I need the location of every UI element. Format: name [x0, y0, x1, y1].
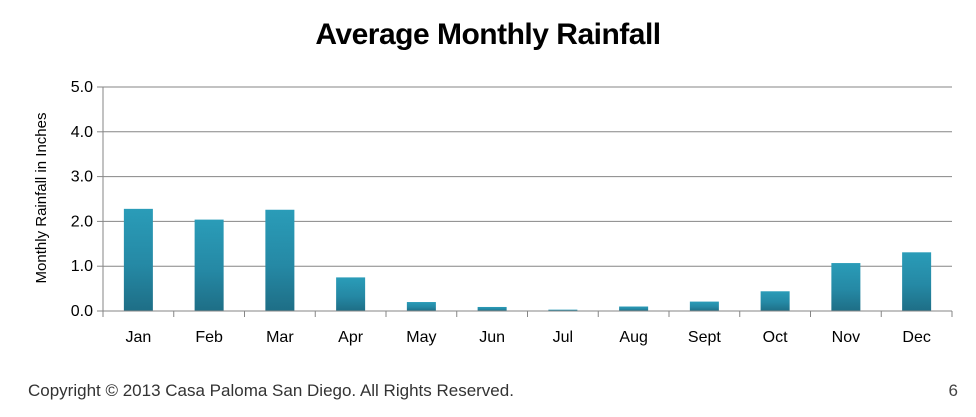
y-tick-label: 2.0: [71, 213, 93, 230]
bar-nov: [831, 263, 861, 311]
bar-apr: [336, 277, 366, 311]
y-tick-label: 4.0: [71, 124, 93, 141]
y-tick-label: 0.0: [71, 303, 93, 320]
bar-mar: [265, 209, 295, 311]
bar-sept: [689, 301, 719, 311]
bar-may: [406, 302, 436, 311]
bar-jul: [548, 309, 578, 311]
axes: [97, 86, 953, 317]
x-tick-label: Jan: [125, 329, 151, 346]
y-tick-label: 5.0: [71, 79, 93, 96]
footer-copyright: Copyright © 2013 Casa Paloma San Diego. …: [28, 381, 514, 400]
x-tick-label: Aug: [619, 329, 647, 346]
bars: [123, 208, 932, 311]
page-number: 6: [948, 381, 958, 400]
y-axis-label: Monthly Rainfall in Inches: [33, 113, 50, 284]
chart-title: Average Monthly Rainfall: [315, 18, 661, 51]
x-tick-label: Dec: [902, 329, 930, 346]
x-tick-label: Nov: [832, 329, 860, 346]
y-tick-label: 3.0: [71, 169, 93, 186]
x-tick-label: Mar: [266, 329, 294, 346]
gridlines: [103, 86, 952, 267]
x-tick-label: Apr: [338, 329, 364, 346]
bar-jan: [123, 208, 153, 311]
bar-jun: [477, 306, 507, 311]
bar-feb: [194, 219, 224, 311]
bar-oct: [760, 291, 790, 311]
rainfall-bar-chart: 0.0 1.0 2.0 3.0 4.0 5.0 Jan Feb Mar Apr May Jun Jul…: [33, 79, 953, 346]
x-tick-label: May: [406, 329, 436, 346]
bar-aug: [619, 306, 649, 311]
x-tick-label: Sept: [688, 329, 721, 346]
x-tick-labels: Jan Feb Mar Apr May Jun Jul Aug Sept Oct Nov Dec: [125, 329, 930, 346]
y-tick-labels: 0.0 1.0 2.0 3.0 4.0 5.0: [71, 79, 93, 320]
y-tick-label: 1.0: [71, 258, 93, 275]
x-tick-label: Oct: [763, 329, 788, 346]
x-tick-label: Jul: [553, 329, 573, 346]
x-tick-label: Jun: [479, 329, 505, 346]
x-tick-label: Feb: [195, 329, 223, 346]
bar-dec: [902, 252, 932, 311]
